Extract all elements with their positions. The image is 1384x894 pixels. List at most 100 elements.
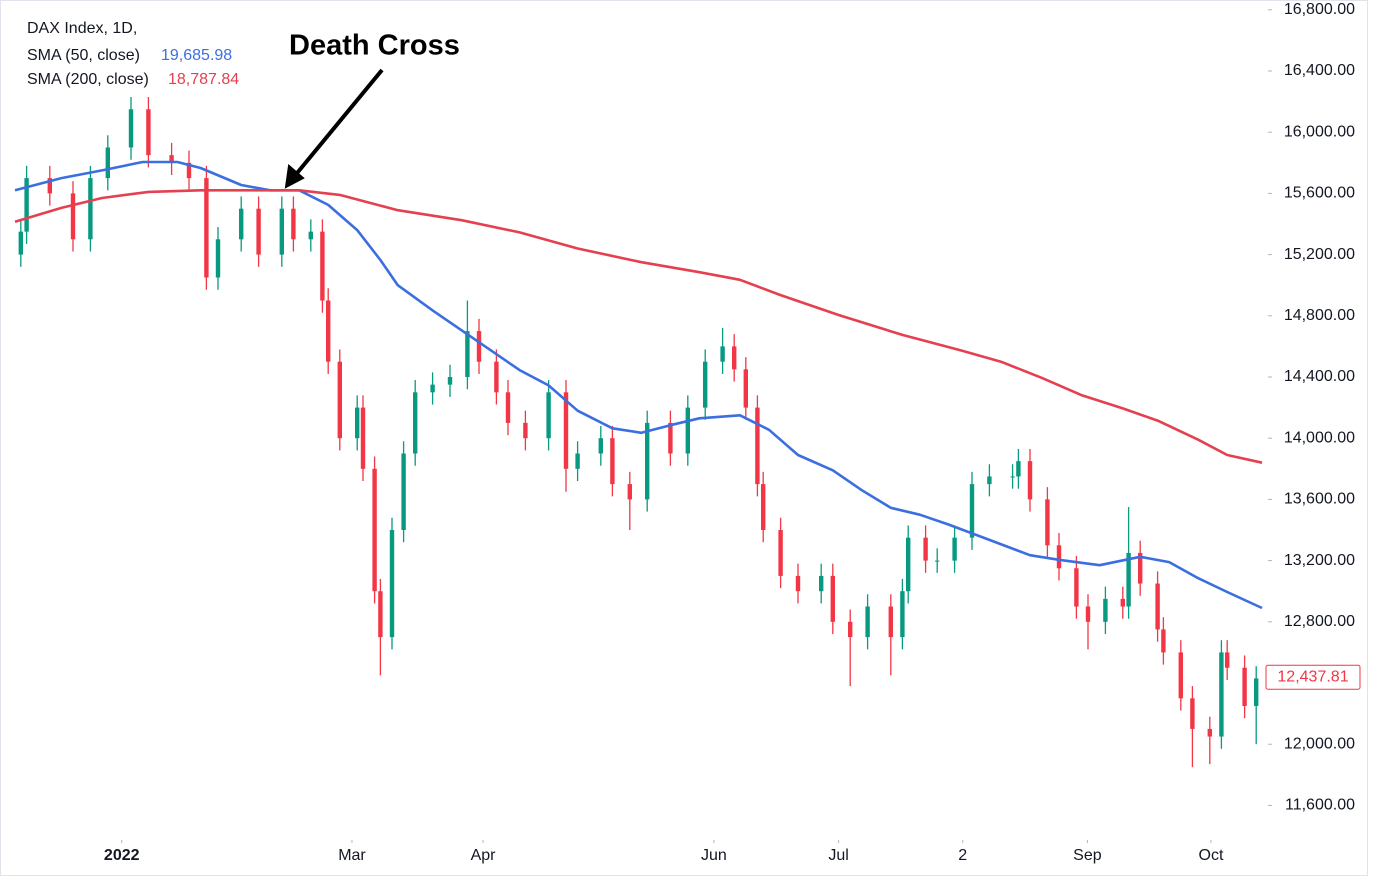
y-tick-label: 13,600.00 — [1284, 491, 1355, 508]
sma-line — [14, 189, 1263, 464]
candle-body — [1074, 568, 1079, 607]
candle-body — [987, 476, 992, 485]
x-tick-label: Jun — [701, 847, 727, 864]
candle-body — [360, 407, 366, 469]
candle-body — [610, 438, 615, 485]
candle-body — [645, 422, 650, 500]
candle-body — [494, 361, 499, 393]
candle-body — [279, 208, 284, 255]
candle-body — [105, 147, 110, 179]
candle-body — [378, 591, 383, 638]
candle-body — [703, 361, 708, 408]
candle-body — [1103, 598, 1108, 622]
candle-body — [204, 178, 209, 278]
candle-body — [320, 231, 325, 301]
candle-body — [906, 537, 911, 592]
candle-body — [1138, 552, 1143, 584]
legend-value: 19,685.98 — [161, 47, 232, 64]
candle-body — [720, 346, 725, 362]
y-tick-label: 16,400.00 — [1284, 62, 1355, 79]
candle-body — [88, 178, 93, 240]
candle-body — [1207, 728, 1212, 737]
candle-body — [18, 231, 23, 255]
candle-body — [465, 331, 470, 378]
x-tick-label: 2022 — [104, 847, 140, 864]
candle-body — [1242, 667, 1247, 706]
candle-body — [1190, 698, 1195, 729]
x-tick-label: Oct — [1199, 847, 1224, 864]
candle-body — [1085, 606, 1091, 622]
candle-body — [1016, 461, 1021, 477]
last-price-box — [1265, 664, 1361, 690]
x-tick-label: Sep — [1073, 847, 1102, 864]
candle-body — [969, 484, 975, 538]
candle-body — [169, 155, 174, 163]
candle-body — [1254, 678, 1259, 706]
candle-body — [819, 575, 824, 592]
candle-body — [308, 231, 313, 240]
candle-body — [755, 407, 760, 485]
x-tick-label: Apr — [471, 847, 497, 864]
candle-body — [1219, 652, 1224, 737]
candle-body — [685, 407, 690, 454]
y-tick-label: 13,200.00 — [1284, 552, 1355, 569]
candle-body — [186, 162, 192, 179]
candle-body — [830, 575, 835, 622]
candle-body — [952, 537, 957, 561]
legend-name: SMA (50, close) — [27, 47, 140, 64]
candle-body — [1027, 461, 1033, 500]
y-tick-label: 12,000.00 — [1284, 735, 1355, 752]
candle-body — [505, 392, 511, 423]
grid — [121, 9, 1272, 843]
candle-body — [128, 109, 134, 148]
legend-title: DAX Index, 1D, — [27, 20, 137, 37]
candle-body — [546, 392, 551, 439]
y-tick-label: 14,800.00 — [1284, 307, 1355, 324]
y-tick-label: 12,800.00 — [1284, 613, 1355, 630]
candle-body — [1225, 652, 1230, 668]
candle-body — [47, 178, 52, 194]
candle-body — [865, 606, 870, 638]
candle-body — [215, 239, 221, 278]
arrow-head — [284, 164, 305, 189]
candle-body — [1120, 598, 1125, 607]
legend-value: 18,787.84 — [168, 71, 239, 88]
y-tick-label: 16,000.00 — [1284, 123, 1355, 140]
candle-body — [575, 453, 580, 469]
candle-body — [795, 575, 801, 592]
candle-body — [563, 392, 569, 469]
candle-body — [732, 346, 737, 370]
candle-body — [430, 384, 435, 393]
y-tick-label: 16,800.00 — [1284, 1, 1355, 18]
candle-body — [326, 300, 331, 362]
candle-body — [24, 178, 29, 232]
candle-body — [1155, 583, 1160, 630]
candle-body — [1126, 552, 1131, 607]
candle-body — [778, 530, 783, 576]
y-tick-label: 11,600.00 — [1285, 797, 1355, 814]
x-tick-label: 2 — [958, 847, 967, 864]
candle-body — [401, 453, 406, 531]
candle-body — [70, 193, 76, 240]
x-tick-label: Jul — [828, 847, 848, 864]
candle-body — [1010, 476, 1015, 478]
candle-body — [413, 392, 418, 454]
annotation-arrow — [284, 68, 384, 189]
arrow-shaft — [291, 68, 384, 180]
candle-body — [291, 208, 296, 240]
candle-body — [761, 484, 766, 531]
candle-body — [935, 560, 940, 562]
y-tick-label: 14,000.00 — [1284, 429, 1355, 446]
candle-body — [1056, 545, 1062, 569]
y-tick-label: 15,600.00 — [1284, 185, 1355, 202]
y-tick-label: 14,400.00 — [1284, 368, 1355, 385]
candle-body — [523, 422, 528, 439]
candle-body — [1045, 499, 1050, 546]
candle-body — [372, 468, 377, 592]
y-tick-label: 15,200.00 — [1284, 246, 1355, 263]
candle-body — [337, 361, 342, 439]
plot — [14, 97, 1263, 768]
candle-body — [598, 438, 603, 454]
chart-frame — [0, 0, 1368, 876]
